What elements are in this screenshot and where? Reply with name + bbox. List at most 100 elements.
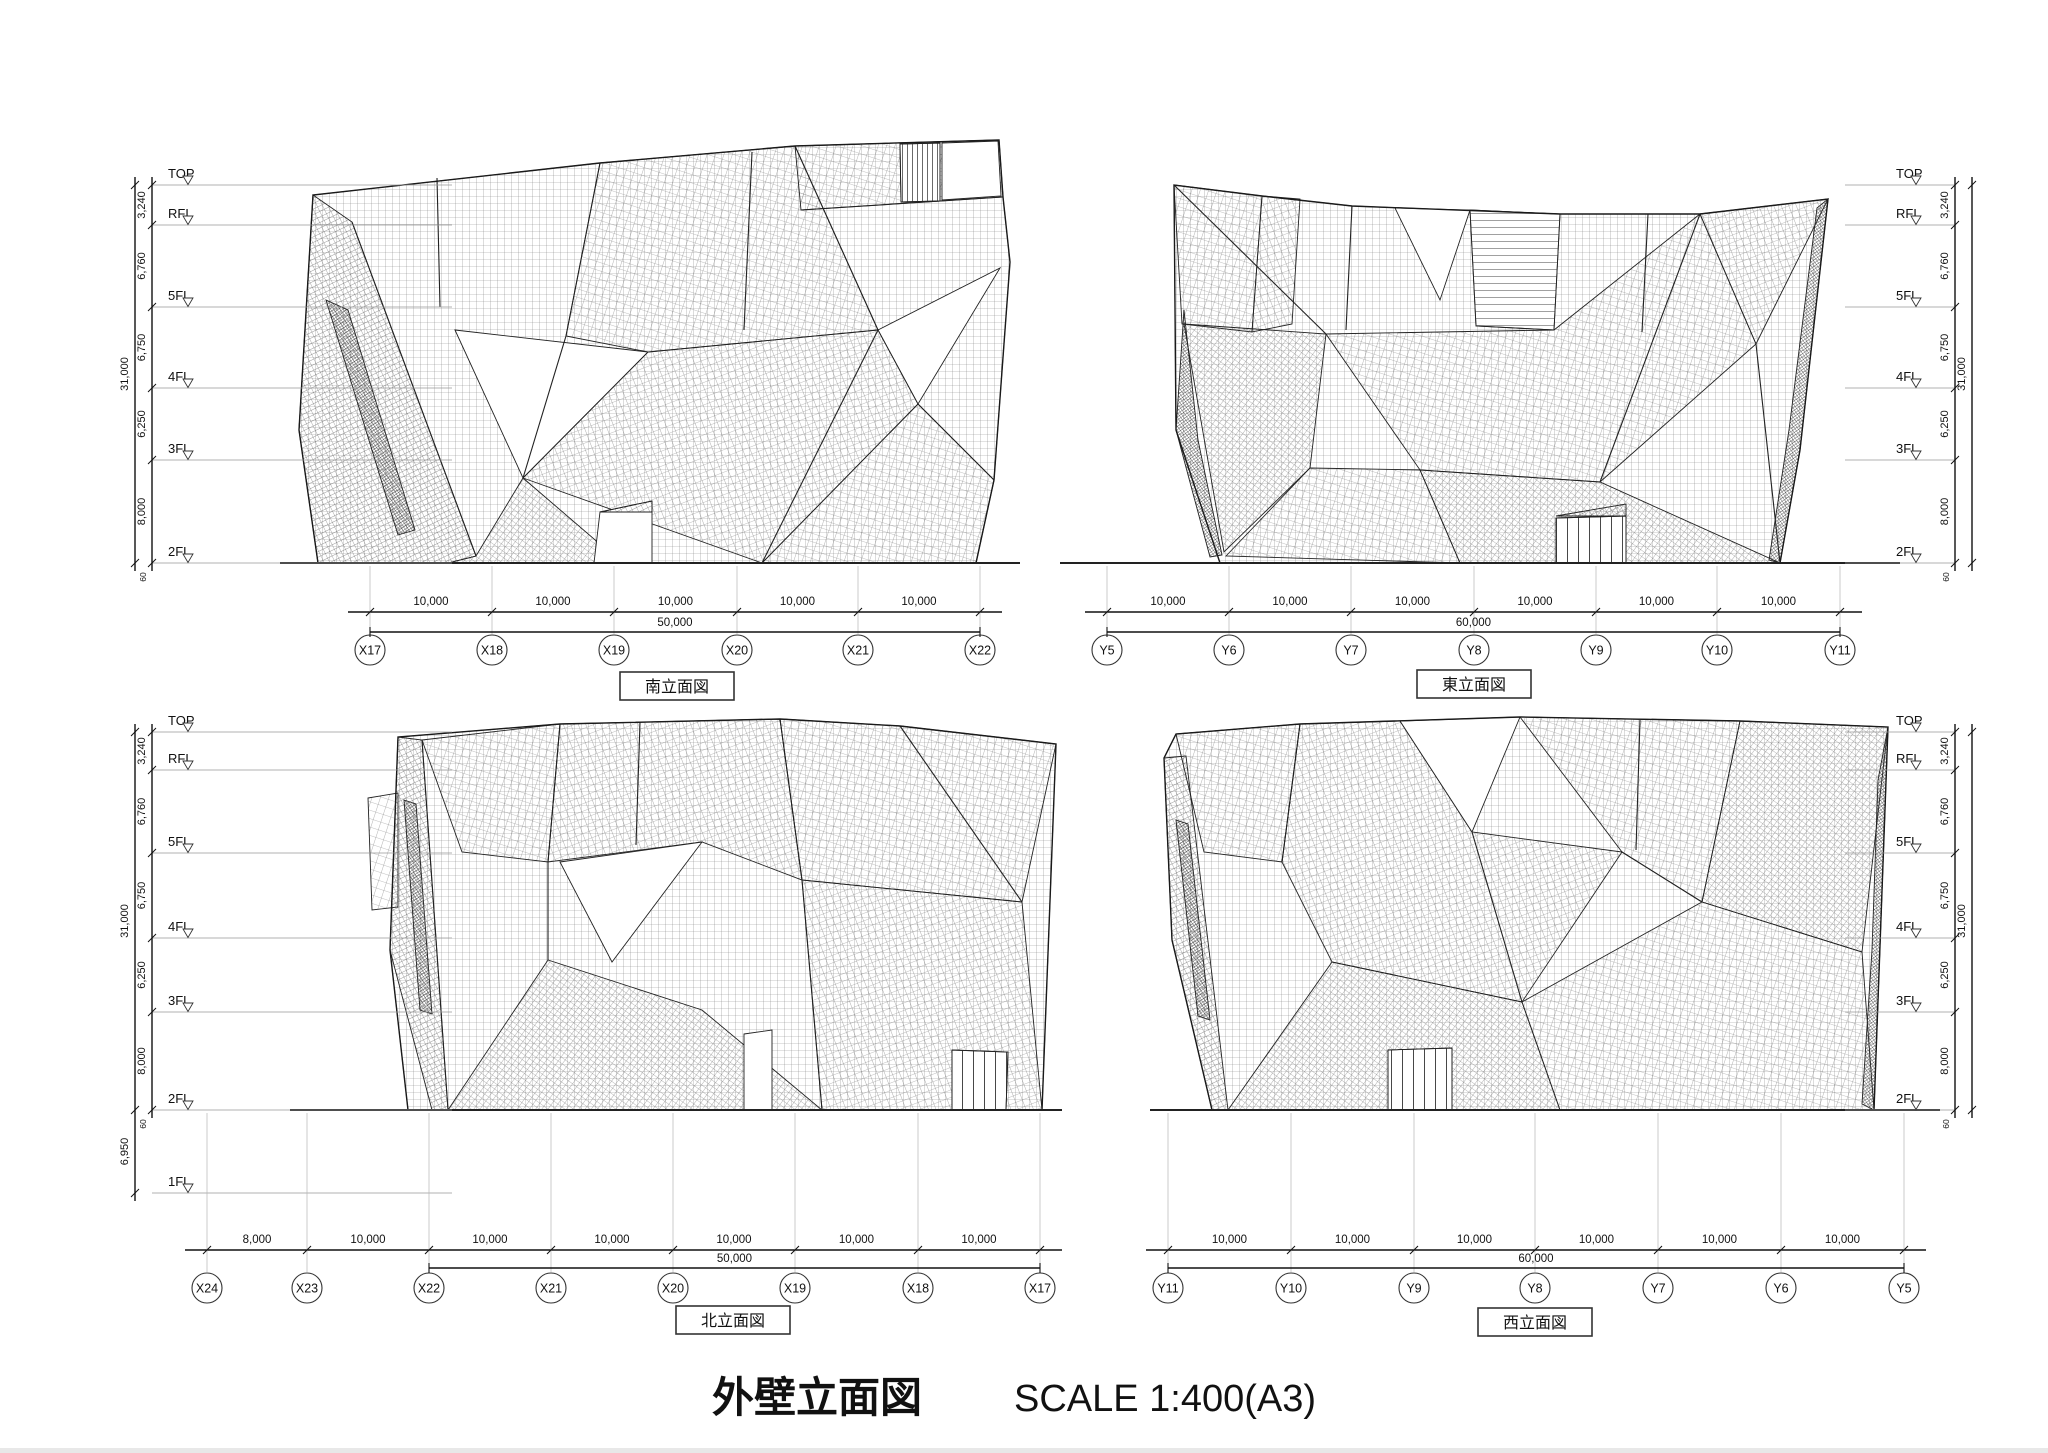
- dim-tick: [147, 383, 157, 393]
- dim-tick: [1967, 558, 1977, 568]
- south-facade-mesh: [298, 139, 1011, 564]
- floor-segment-dim: 3,240: [1939, 191, 1951, 219]
- west-grid-bubble: [1519, 1272, 1551, 1304]
- dim-tick: [1469, 607, 1479, 617]
- dim-tick: [365, 607, 375, 617]
- dim-tick: [147, 765, 157, 775]
- east-facade-mesh: [1173, 184, 1829, 564]
- dimension-annotations: TOPRFL5FL4FL3FL2FL3,2406,7606,7506,2508,…: [119, 166, 1977, 1337]
- east-grid-bubble-label: Y11: [1829, 644, 1850, 658]
- grid-span-dim: 10,000: [1579, 1234, 1614, 1246]
- grid-span-dim: 10,000: [1395, 596, 1430, 608]
- dim-tick: [130, 1188, 140, 1198]
- west-grid-bubble-label: Y8: [1527, 1282, 1542, 1296]
- north-grid-bubble: [902, 1272, 934, 1304]
- dim-tick: [1530, 1245, 1540, 1255]
- north-grid-bubble-label: X24: [196, 1282, 218, 1296]
- east-grid-bubble: [1458, 634, 1490, 666]
- dim-tick: [853, 607, 863, 617]
- east-grid-bubble: [1701, 634, 1733, 666]
- dim-tick: [1950, 220, 1960, 230]
- dim-tick: [1591, 607, 1601, 617]
- south-grid-bubble-label: X19: [603, 644, 625, 658]
- west-grid-bubble: [1275, 1272, 1307, 1304]
- north-grid-bubble-label: X21: [540, 1282, 562, 1296]
- dim-tick: [147, 1007, 157, 1017]
- dim-tick: [1967, 727, 1977, 737]
- dim-tick: [147, 455, 157, 465]
- level-marker-triangle-icon: [182, 378, 194, 389]
- dim-tick: [147, 727, 157, 737]
- dim-tick: [147, 302, 157, 312]
- level-marker-triangle-icon: [182, 215, 194, 226]
- grid-span-dim: 10,000: [413, 596, 448, 608]
- dim-tick: [1950, 558, 1960, 568]
- level-marker-triangle-icon: [1910, 175, 1922, 186]
- grid-span-dim: 10,000: [1825, 1234, 1860, 1246]
- dim-tick: [1835, 607, 1845, 617]
- floor-segment-dim: 6,250: [1939, 961, 1951, 989]
- level-marker-triangle-icon: [182, 760, 194, 771]
- floor-segment-dim: 3,240: [136, 191, 148, 219]
- dim-tick: [147, 180, 157, 190]
- dim-tick: [130, 727, 140, 737]
- south-title-box: [619, 671, 735, 701]
- west-grid-bubble-label: Y5: [1896, 1282, 1911, 1296]
- west-grid-bubble: [1765, 1272, 1797, 1304]
- floor-segment-dim: 6,760: [1939, 252, 1951, 280]
- floor-segment-dim: 3,240: [1939, 737, 1951, 765]
- dim-tick: [1950, 765, 1960, 775]
- west-title-label: 西立面図: [1503, 1314, 1567, 1332]
- dim-tick: [130, 180, 140, 190]
- north-title-label: 北立面図: [701, 1312, 765, 1330]
- level-marker-triangle-icon: [1910, 215, 1922, 226]
- east-grid-bubble: [1580, 634, 1612, 666]
- level-marker-triangle-icon: [1910, 928, 1922, 939]
- floor-segment-dim: 6,750: [136, 882, 148, 910]
- dim-tick: [1409, 1245, 1419, 1255]
- grid-span-dim: 10,000: [350, 1234, 385, 1246]
- overall-width-dim: 60,000: [1518, 1253, 1553, 1265]
- grid-span-dim: 10,000: [839, 1234, 874, 1246]
- west-grid-bubble: [1398, 1272, 1430, 1304]
- south-grid-bubble-label: X22: [969, 644, 991, 658]
- overall-height-dim: 31,000: [119, 357, 131, 391]
- south-title-label: 南立面図: [645, 678, 709, 696]
- dim-tick: [130, 1105, 140, 1115]
- grid-span-dim: 10,000: [961, 1234, 996, 1246]
- east-title-label: 東立面図: [1442, 676, 1506, 694]
- dim-tick: [609, 607, 619, 617]
- dim-tick: [1286, 1245, 1296, 1255]
- sheet-scale: SCALE 1:400(A3): [1014, 1378, 1316, 1420]
- north-title-box: [675, 1305, 791, 1335]
- south-grid-bubble-label: X18: [481, 644, 503, 658]
- level-marker-triangle-icon: [1910, 297, 1922, 308]
- dim-tick: [1950, 848, 1960, 858]
- west-grid-bubble-label: Y10: [1280, 1282, 1302, 1296]
- floor-segment-dim: 6,750: [136, 334, 148, 362]
- dim-tick: [1967, 1105, 1977, 1115]
- level-marker-triangle-icon: [182, 928, 194, 939]
- grid-span-dim: 10,000: [594, 1234, 629, 1246]
- overall-width-dim: 50,000: [657, 617, 692, 629]
- dim-tick: [487, 607, 497, 617]
- grid-span-dim: 10,000: [901, 596, 936, 608]
- east-grid-bubble-label: Y8: [1466, 644, 1481, 658]
- north-grid-bubble-label: X18: [907, 1282, 929, 1296]
- level-marker-triangle-icon: [1910, 760, 1922, 771]
- floor-segment-dim: 6,750: [1939, 882, 1951, 910]
- south-grid-bubble-label: X21: [847, 644, 869, 658]
- overall-height-dim: 31,000: [1956, 904, 1968, 938]
- west-grid-bubble-label: Y7: [1650, 1282, 1665, 1296]
- dim-tick: [790, 1245, 800, 1255]
- grid-span-dim: 10,000: [535, 596, 570, 608]
- floor-segment-dim: 6,250: [136, 410, 148, 438]
- grid-span-dim: 10,000: [1702, 1234, 1737, 1246]
- dim-tick: [1346, 607, 1356, 617]
- north-grid-bubble: [191, 1272, 223, 1304]
- level-marker-triangle-icon: [1910, 1100, 1922, 1111]
- level-marker-triangle-icon: [1910, 843, 1922, 854]
- level-marker-triangle-icon: [182, 1183, 194, 1194]
